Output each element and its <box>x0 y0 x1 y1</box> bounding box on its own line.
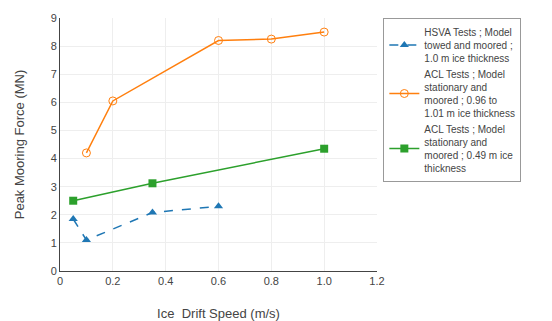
svg-text:0: 0 <box>51 265 57 277</box>
svg-text:0.2: 0.2 <box>105 275 120 287</box>
svg-text:0.6: 0.6 <box>211 275 226 287</box>
svg-text:1: 1 <box>51 237 57 249</box>
svg-text:0.8: 0.8 <box>264 275 279 287</box>
svg-text:1.0: 1.0 <box>317 275 332 287</box>
svg-text:0.4: 0.4 <box>158 275 173 287</box>
svg-text:7: 7 <box>51 68 57 80</box>
svg-text:6: 6 <box>51 96 57 108</box>
svg-text:HSVA Tests ; Modeltowed and mo: HSVA Tests ; Modeltowed and moored ;1.0 … <box>424 27 512 64</box>
svg-text:Peak Mooring Force (MN): Peak Mooring Force (MN) <box>12 70 27 220</box>
svg-text:ACL Tests ; Modelstationary an: ACL Tests ; Modelstationary andmoored ; … <box>424 124 513 174</box>
svg-text:0: 0 <box>57 275 63 287</box>
svg-text:2: 2 <box>51 209 57 221</box>
svg-text:Ice Drift Speed (m/s): Ice Drift Speed (m/s) <box>157 306 280 321</box>
svg-text:ACL Tests ; Modelstationary an: ACL Tests ; Modelstationary andmoored ; … <box>424 69 515 119</box>
svg-text:1.2: 1.2 <box>369 275 384 287</box>
svg-text:3: 3 <box>51 181 57 193</box>
svg-text:4: 4 <box>51 152 57 164</box>
svg-text:5: 5 <box>51 124 57 136</box>
svg-text:8: 8 <box>51 40 57 52</box>
svg-text:9: 9 <box>51 12 57 24</box>
